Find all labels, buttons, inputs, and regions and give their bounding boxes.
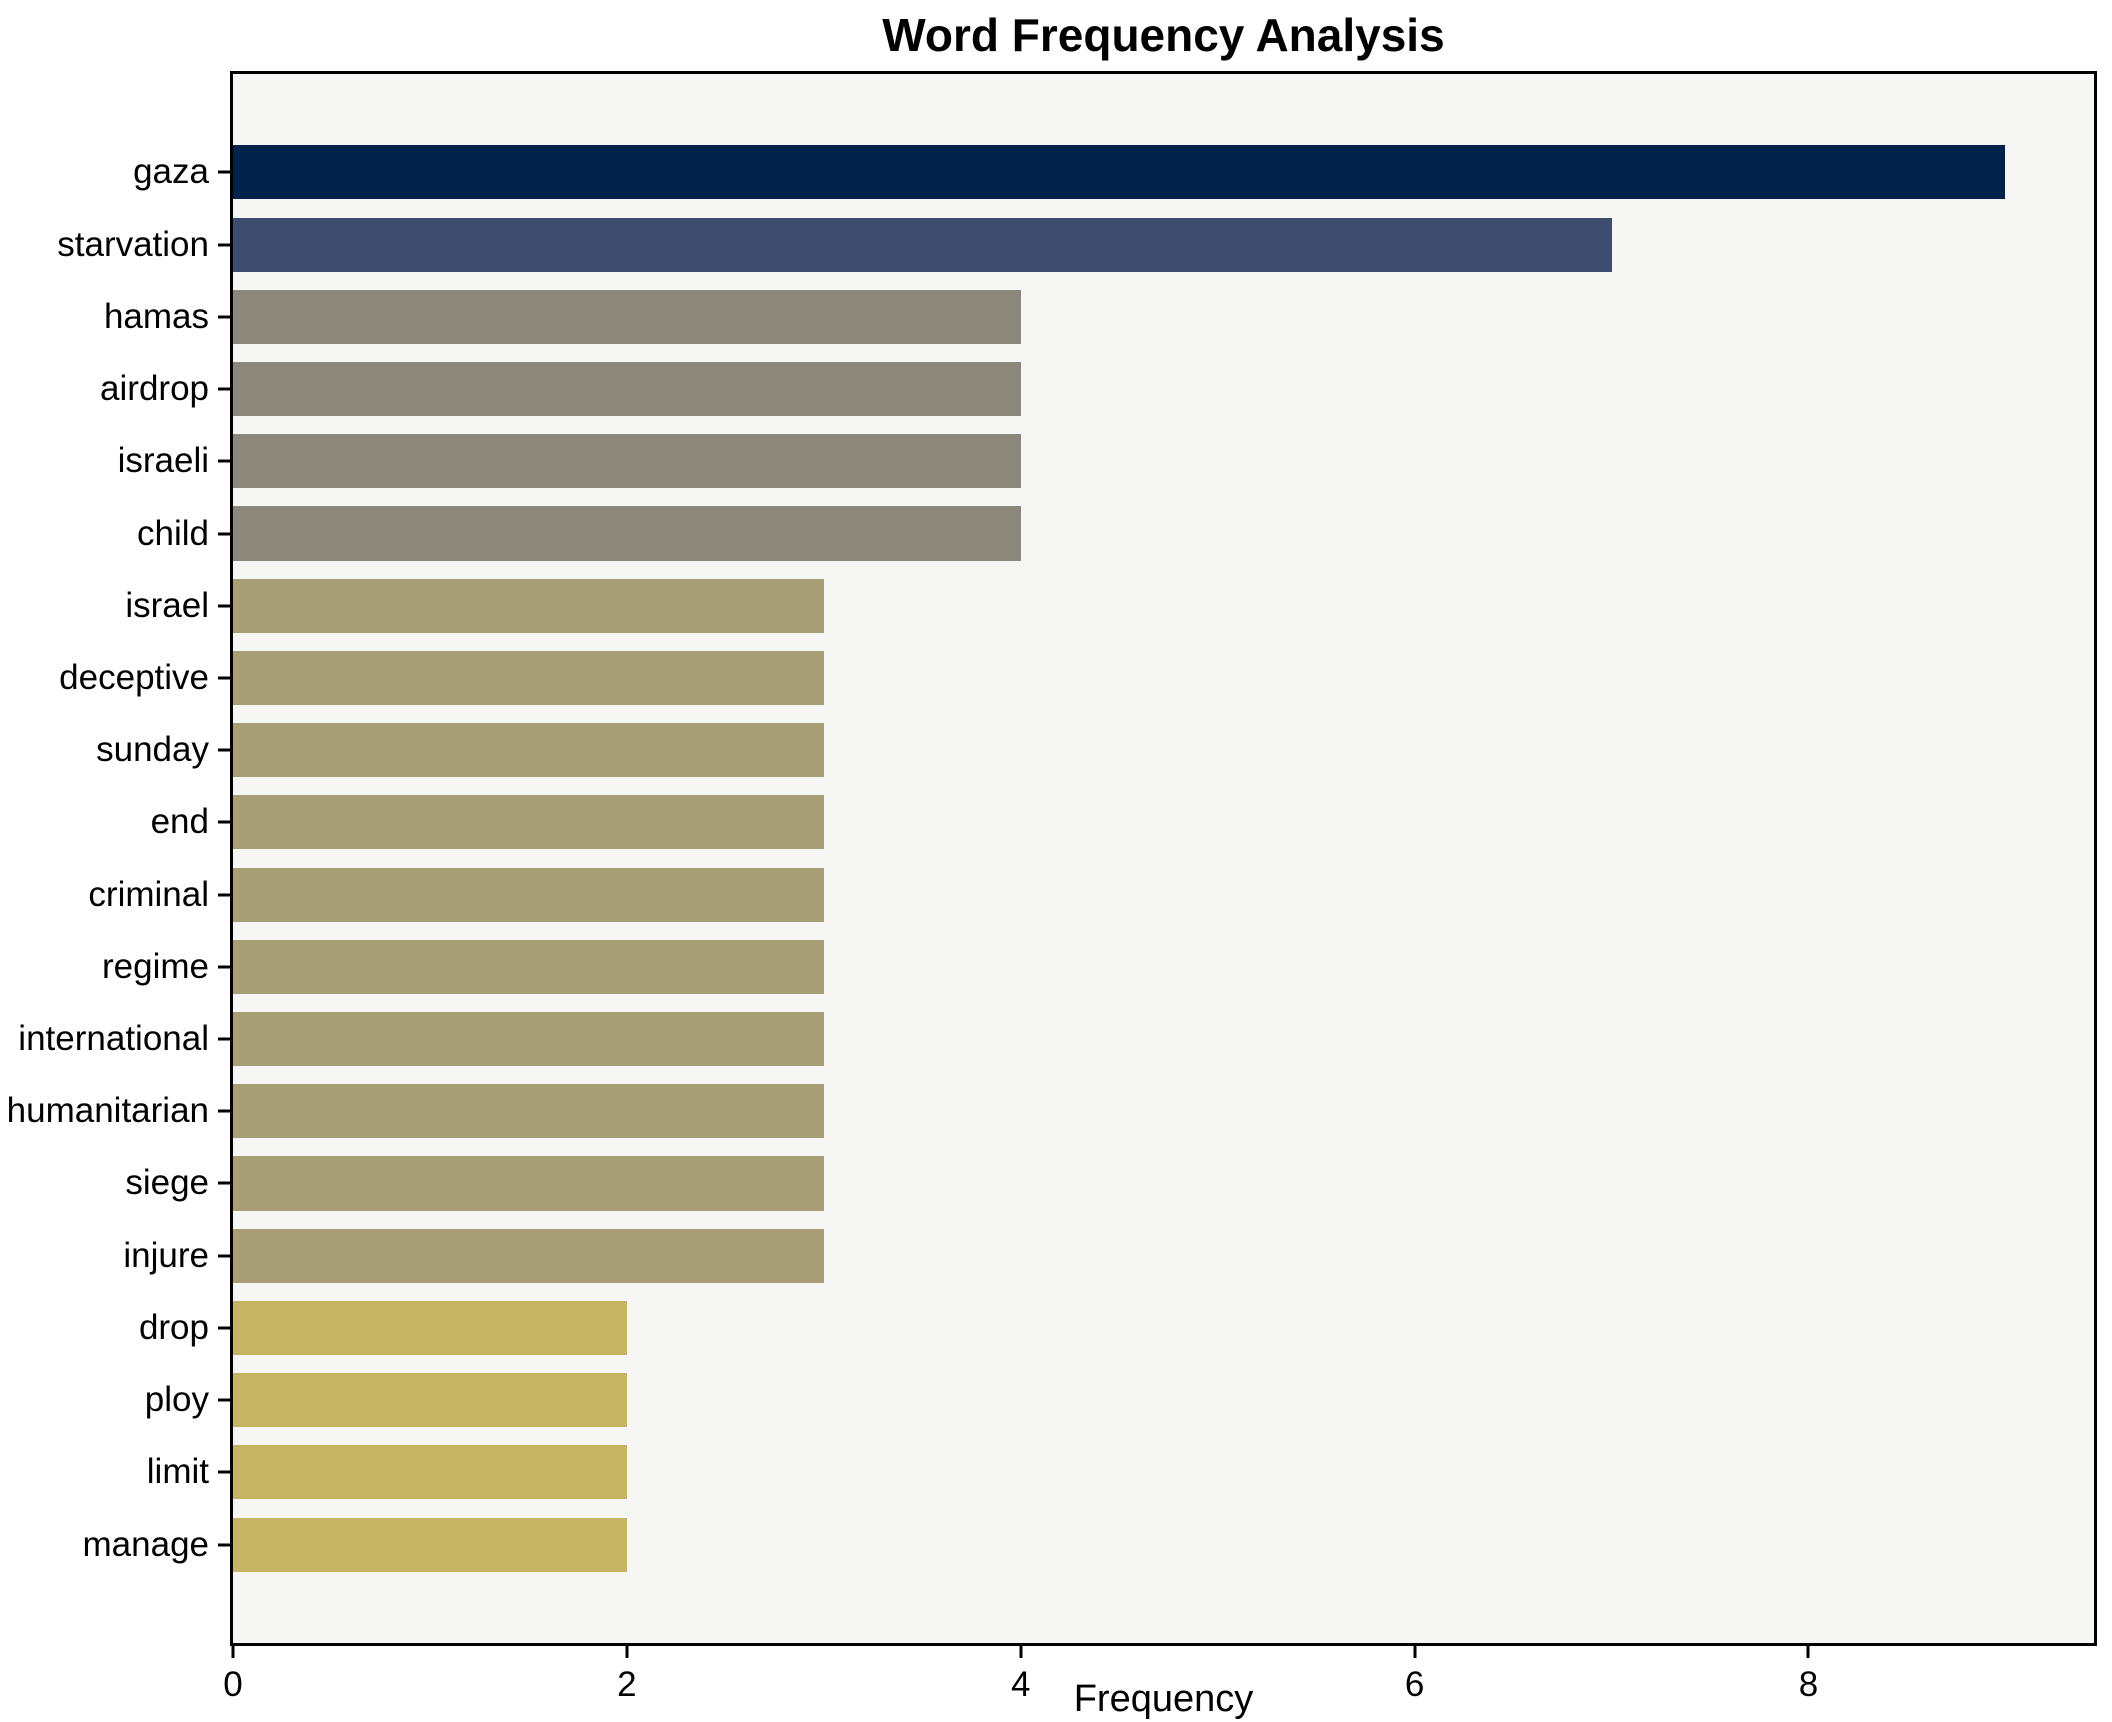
bar-starvation <box>233 217 1612 272</box>
x-tick-label-8: 8 <box>1798 1665 1819 1704</box>
y-tick-label-israel: israel <box>125 585 209 625</box>
y-tick-mark <box>218 459 230 463</box>
bar-gaza <box>233 145 2006 200</box>
y-tick-mark <box>218 1109 230 1113</box>
y-tick-mark <box>218 1543 230 1547</box>
bar-israeli <box>233 434 1021 489</box>
bar-end <box>233 795 824 850</box>
y-tick-mark <box>218 893 230 897</box>
y-tick-mark <box>218 1326 230 1330</box>
chart-title: Word Frequency Analysis <box>882 9 1445 61</box>
bar-injure <box>233 1228 824 1283</box>
y-tick-mark <box>218 676 230 680</box>
bar-deceptive <box>233 650 824 706</box>
y-tick-mark <box>218 820 230 824</box>
bar-child <box>233 506 1021 561</box>
y-tick-label-sunday: sunday <box>96 730 209 770</box>
y-tick-mark <box>218 1398 230 1402</box>
y-tick-mark <box>218 387 230 391</box>
y-tick-label-hamas: hamas <box>103 296 209 336</box>
bar-siege <box>233 1156 824 1211</box>
y-tick-label-criminal: criminal <box>88 874 209 914</box>
y-tick-label-international: international <box>18 1019 209 1059</box>
bar-sunday <box>233 723 824 778</box>
bar-airdrop <box>233 361 1021 417</box>
y-tick-label-limit: limit <box>146 1452 209 1492</box>
y-tick-label-humanitarian: humanitarian <box>6 1091 209 1131</box>
y-tick-mark <box>218 170 230 174</box>
x-tick-mark <box>625 1646 629 1658</box>
y-tick-mark <box>218 1037 230 1041</box>
y-tick-label-end: end <box>150 802 209 842</box>
y-tick-mark <box>218 1470 230 1474</box>
x-tick-label-4: 4 <box>1010 1665 1031 1704</box>
y-tick-label-israeli: israeli <box>117 441 209 481</box>
bar-regime <box>233 939 824 994</box>
bar-israel <box>233 578 824 633</box>
y-tick-mark <box>218 243 230 247</box>
y-tick-label-ploy: ploy <box>144 1380 209 1420</box>
bar-criminal <box>233 867 824 922</box>
y-tick-mark <box>218 604 230 608</box>
y-tick-label-airdrop: airdrop <box>100 369 209 409</box>
y-tick-label-siege: siege <box>125 1163 209 1203</box>
y-tick-label-regime: regime <box>102 946 209 986</box>
y-tick-mark <box>218 532 230 535</box>
x-tick-mark <box>231 1646 235 1658</box>
x-tick-label-6: 6 <box>1404 1665 1425 1704</box>
y-tick-mark <box>218 748 230 752</box>
x-tick-mark <box>1413 1646 1417 1658</box>
bar-hamas <box>233 289 1021 344</box>
bar-manage <box>233 1517 627 1572</box>
y-tick-label-drop: drop <box>138 1307 209 1347</box>
bar-humanitarian <box>233 1084 824 1139</box>
y-tick-label-deceptive: deceptive <box>59 657 209 697</box>
plot-area: gaza starvation hamas airdrop israeli child is… <box>7 71 2097 1704</box>
y-tick-mark <box>218 965 230 969</box>
y-tick-label-manage: manage <box>82 1524 209 1564</box>
y-tick-label-injure: injure <box>123 1235 209 1275</box>
x-tick-mark <box>1019 1646 1023 1658</box>
x-tick-label-2: 2 <box>617 1665 637 1704</box>
bar-drop <box>233 1300 627 1355</box>
y-tick-label-child: child <box>137 513 209 553</box>
x-tick-label-0: 0 <box>223 1665 243 1704</box>
bar-ploy <box>233 1373 627 1428</box>
bar-limit <box>233 1445 627 1500</box>
x-axis-label: Frequency <box>1073 1678 1254 1720</box>
y-tick-label-gaza: gaza <box>133 152 209 192</box>
bar-international <box>233 1011 824 1067</box>
x-tick-mark <box>1806 1646 1810 1658</box>
y-tick-mark <box>218 1181 230 1185</box>
y-tick-mark <box>218 315 230 319</box>
y-tick-mark <box>218 1254 230 1258</box>
y-tick-label-starvation: starvation <box>57 224 209 264</box>
